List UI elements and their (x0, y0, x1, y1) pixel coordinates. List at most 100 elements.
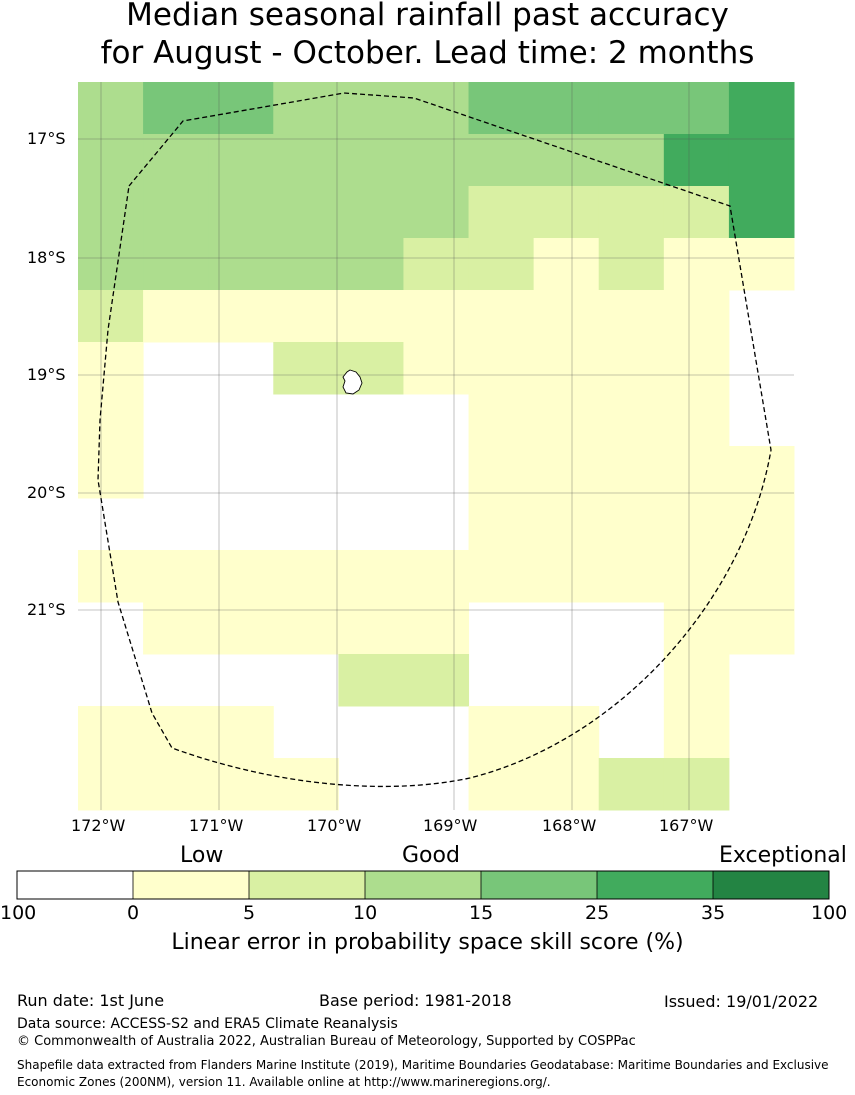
shapefile-credit: Shapefile data extracted from Flanders M… (17, 1058, 829, 1089)
skill-cell (273, 82, 339, 135)
skill-cell (728, 82, 795, 135)
map-title-line2: for August - October. Lead time: 2 month… (100, 35, 755, 71)
skill-cell (533, 186, 600, 239)
island-outline (342, 369, 363, 395)
copyright-notice: © Commonwealth of Australia 2022, Austra… (17, 1034, 636, 1049)
colorbar-segment (481, 871, 597, 899)
skill-cell (728, 498, 795, 551)
skill-cell (468, 550, 535, 603)
colorbar-segment (365, 871, 481, 899)
skill-cell (273, 550, 339, 603)
skill-cell (663, 446, 730, 499)
skill-cell (143, 758, 209, 811)
skill-cell (403, 342, 470, 395)
lon-label-172: 172°W (71, 816, 126, 835)
skill-cell (338, 186, 404, 239)
skill-cell (273, 290, 339, 343)
skill-cell (208, 758, 274, 811)
skill-cell (338, 550, 404, 603)
skill-cell (338, 82, 404, 135)
skill-cell (468, 394, 535, 447)
skill-cell (208, 550, 274, 603)
skill-cell (728, 550, 795, 603)
skill-cell (663, 238, 730, 291)
skill-cell (403, 134, 470, 187)
skill-cell (468, 758, 535, 811)
map-title-line1: Median seasonal rainfall past accuracy (126, 0, 729, 33)
skill-cell (468, 342, 535, 395)
skill-cell (533, 82, 600, 135)
issued-date: Issued: 19/01/2022 (664, 992, 819, 1011)
skill-cell (533, 238, 600, 291)
skill-cell (78, 394, 144, 447)
lon-label-168: 168°W (542, 816, 597, 835)
skill-cell (338, 134, 404, 187)
skill-cell (78, 706, 144, 759)
skill-cell (598, 134, 665, 187)
skill-cell (728, 134, 795, 187)
colorbar-segment (597, 871, 713, 899)
skill-cell (598, 238, 665, 291)
colorbar-tick-7: 100 (811, 902, 848, 924)
lat-label-21: 21°S (27, 600, 66, 619)
lon-label-170: 170°W (307, 816, 362, 835)
skill-cell (143, 186, 209, 239)
skill-cell (598, 498, 665, 551)
skill-cell (273, 758, 339, 811)
skill-cell (273, 238, 339, 291)
skill-cell (533, 342, 600, 395)
lon-label-167: 167°W (659, 816, 714, 835)
skill-cell (533, 394, 600, 447)
skill-cell (403, 290, 470, 343)
skill-cell (143, 550, 209, 603)
colorbar-tick-2: 5 (243, 902, 256, 924)
eez-boundary (97, 92, 772, 788)
skill-cell (468, 498, 535, 551)
skill-cell (598, 82, 665, 135)
data-source: Data source: ACCESS-S2 and ERA5 Climate … (17, 1016, 398, 1032)
skill-cell (273, 186, 339, 239)
skill-cell (78, 290, 144, 343)
skill-cell (728, 446, 795, 499)
skill-cell (468, 186, 535, 239)
skill-cell (598, 186, 665, 239)
skill-cell (663, 498, 730, 551)
skill-cell (533, 498, 600, 551)
skill-cell (533, 290, 600, 343)
skill-cell (468, 446, 535, 499)
colorbar-tick-0: 100 (0, 902, 37, 924)
skill-cell (468, 706, 535, 759)
skill-cell (663, 654, 730, 707)
skill-cell (338, 290, 404, 343)
skill-cell (663, 394, 730, 447)
skill-cell (468, 82, 535, 135)
skill-cell (403, 82, 470, 135)
skill-cell (663, 134, 730, 187)
skill-cell (78, 550, 144, 603)
colorbar-label: Linear error in probability space skill … (171, 930, 684, 955)
skill-cell (533, 134, 600, 187)
colorbar-word-low: Low (180, 843, 224, 868)
skill-grid-cells (78, 82, 795, 811)
skill-cell (403, 654, 470, 707)
skill-cell (78, 134, 144, 187)
skill-cell (143, 290, 209, 343)
colorbar-outline (16, 870, 830, 900)
skill-cell (403, 186, 470, 239)
skill-cell (663, 186, 730, 239)
run-date: Run date: 1st June (17, 991, 165, 1010)
lat-label-19: 19°S (27, 365, 66, 384)
skill-cell (468, 290, 535, 343)
skill-cell (143, 134, 209, 187)
graticule (78, 82, 794, 810)
colorbar-word-exceptional: Exceptional (719, 843, 847, 868)
skill-cell (208, 134, 274, 187)
skill-cell (208, 602, 274, 655)
skill-cell (273, 602, 339, 655)
skill-cell (728, 238, 795, 291)
skill-cell (533, 758, 600, 811)
skill-cell (663, 550, 730, 603)
skill-cell (273, 342, 339, 395)
colorbar-word-good: Good (402, 843, 460, 868)
lat-label-18: 18°S (27, 248, 66, 267)
